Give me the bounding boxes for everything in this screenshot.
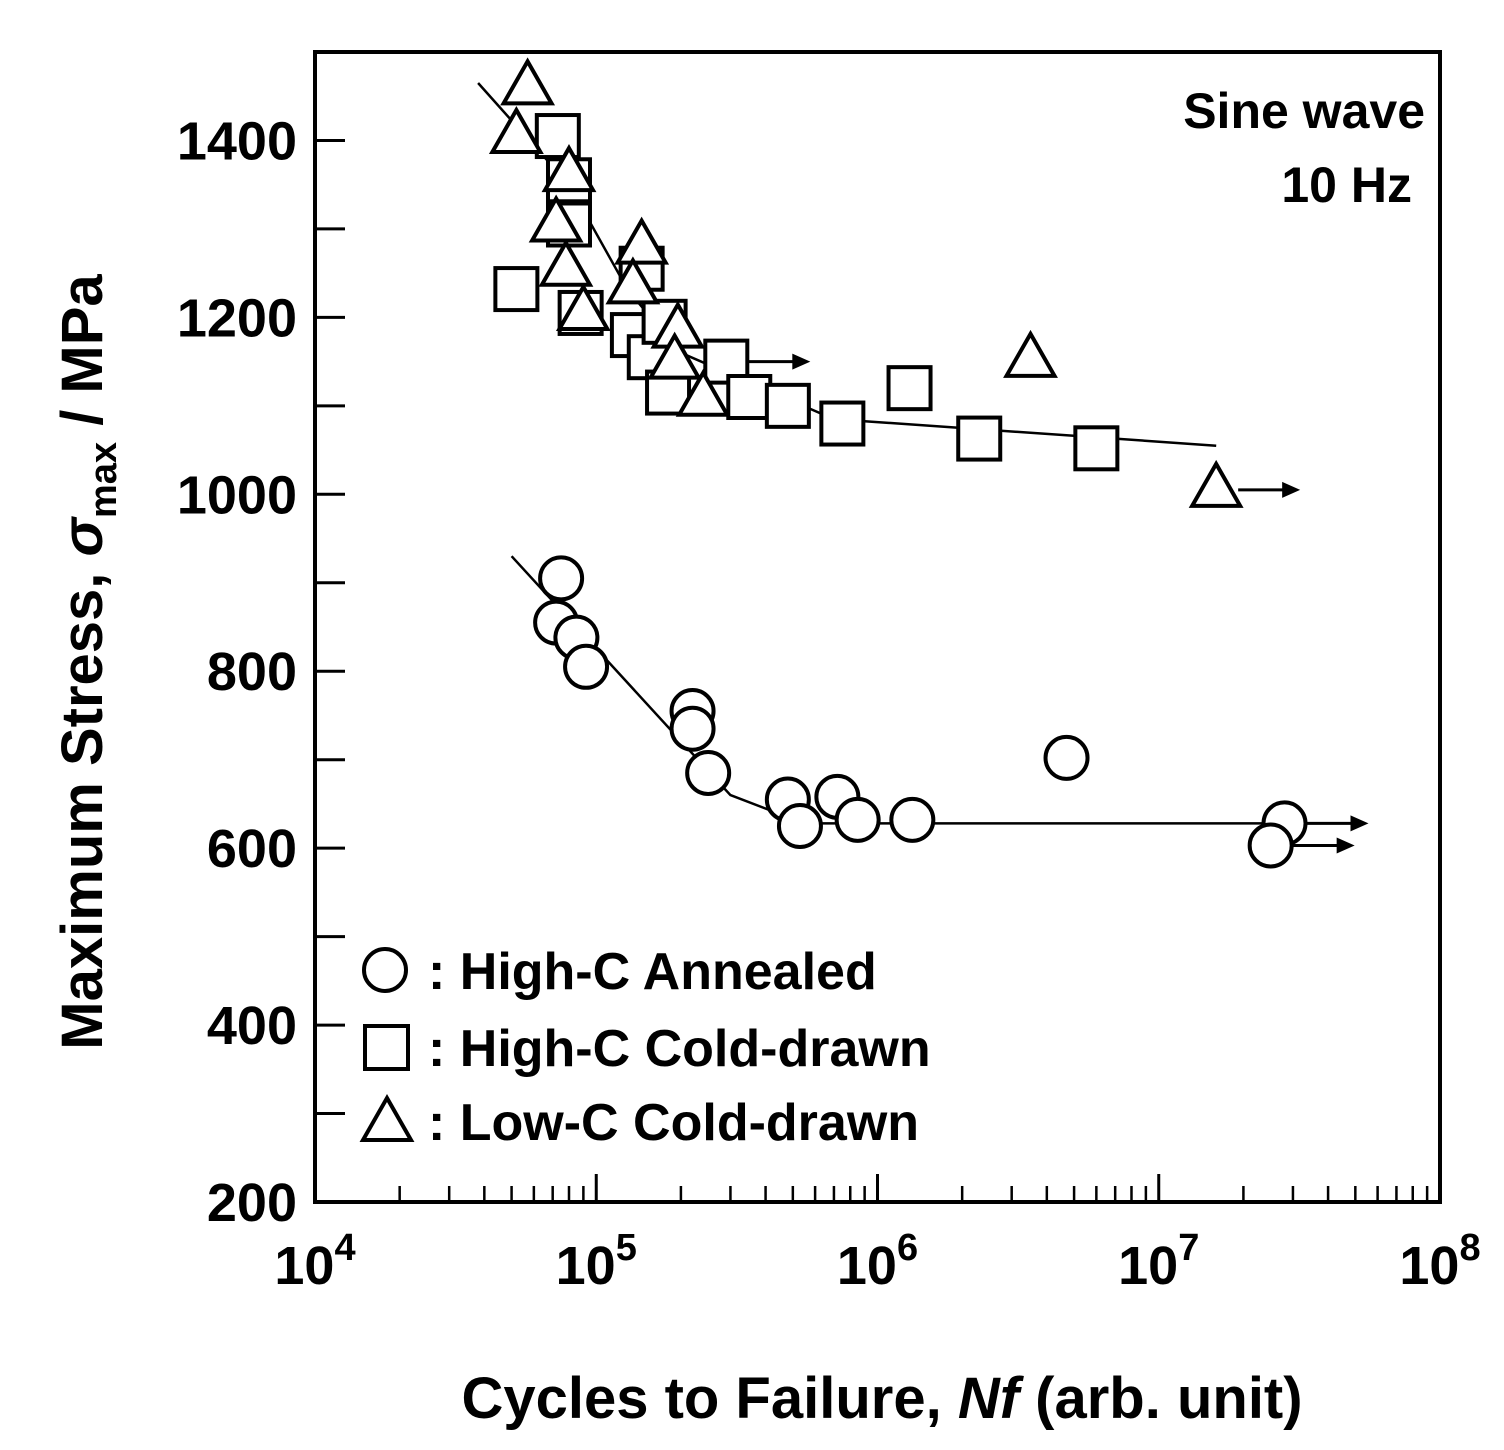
- y-tick-label: 200: [207, 1173, 297, 1233]
- y-axis-title-prefix: Maximum Stress,: [50, 556, 115, 1049]
- annotation-line-2: 10 Hz: [1281, 157, 1412, 213]
- data-point-circle: [563, 643, 610, 690]
- runout-arrow-head: [792, 353, 811, 370]
- x-tick-base: 10: [837, 1236, 897, 1296]
- legend-triangle-marker: [359, 1093, 415, 1142]
- y-tick-label: 800: [207, 642, 297, 702]
- runout-arrow-head: [1350, 815, 1369, 832]
- data-point-square: [886, 365, 933, 412]
- data-point-triangle: [1188, 459, 1244, 508]
- legend-circle-marker: [362, 947, 408, 993]
- x-axis-title: Cycles to Failure, Nf (arb. unit): [461, 1366, 1302, 1431]
- runout-arrow-head: [1282, 481, 1301, 498]
- y-tick-label: 400: [207, 996, 297, 1056]
- data-point-square: [534, 113, 581, 160]
- y-axis-title-subscript: max: [83, 442, 125, 518]
- data-point-circle: [834, 796, 881, 843]
- x-tick-exponent: 8: [1459, 1227, 1480, 1269]
- data-point-triangle: [1003, 329, 1058, 378]
- x-tick-base: 10: [274, 1236, 334, 1296]
- x-tick-label: 106: [837, 1227, 918, 1296]
- data-point-circle: [685, 749, 732, 796]
- runout-arrows: [748, 353, 1369, 854]
- x-tick-label: 108: [1399, 1227, 1480, 1296]
- data-point-triangle: [675, 368, 731, 417]
- data-point-circle: [1043, 734, 1090, 781]
- data-point-circle: [1247, 822, 1294, 869]
- x-axis-title-prefix: Cycles to Failure,: [461, 1366, 957, 1431]
- test-condition-annotation: Sine wave 10 Hz: [1183, 83, 1425, 213]
- data-point-square: [1073, 425, 1120, 472]
- x-tick-base: 10: [556, 1236, 616, 1296]
- annotation-line-1: Sine wave: [1183, 83, 1425, 139]
- trend-lines: [477, 82, 1285, 825]
- data-point-circle: [538, 555, 585, 602]
- x-tick-exponent: 4: [334, 1227, 355, 1269]
- x-tick-exponent: 6: [897, 1227, 918, 1269]
- x-tick-base: 10: [1399, 1236, 1459, 1296]
- data-point-square: [764, 382, 811, 429]
- runout-arrow-head: [1336, 837, 1355, 854]
- data-point-circle: [669, 705, 716, 752]
- y-tick-label: 1000: [177, 465, 297, 525]
- data-point-triangle: [488, 106, 544, 155]
- data-point-triangle: [538, 238, 594, 287]
- data-point-square: [493, 266, 540, 313]
- trend-line: [510, 555, 1285, 825]
- legend-label-low-c-cold-drawn: : Low-C Cold-drawn: [428, 1094, 919, 1152]
- legend-label-annealed: : High-C Annealed: [428, 943, 877, 1001]
- data-point-triangle: [541, 144, 597, 193]
- y-axis-title-suffix: / MPa: [50, 274, 115, 442]
- legend-square-marker: [363, 1024, 410, 1071]
- data-point-triangle: [528, 194, 584, 243]
- data-point-triangle: [605, 256, 661, 305]
- x-axis-title-suffix: (arb. unit): [1019, 1366, 1303, 1431]
- x-tick-label: 107: [1118, 1227, 1199, 1296]
- data-point-triangle: [555, 282, 611, 331]
- data-point-triangle: [647, 331, 703, 380]
- data-point-circle: [889, 796, 936, 843]
- x-tick-exponent: 7: [1178, 1227, 1199, 1269]
- data-point-triangle: [500, 57, 556, 106]
- y-tick-label: 1200: [177, 288, 297, 348]
- x-tick-label: 105: [556, 1227, 637, 1296]
- data-point-square: [819, 400, 866, 447]
- legend-label-high-c-cold-drawn: : High-C Cold-drawn: [428, 1020, 931, 1078]
- data-point-square: [956, 415, 1003, 462]
- trend-line: [477, 82, 1217, 447]
- data-point-circle: [776, 803, 823, 850]
- data-markers: [488, 57, 1308, 869]
- y-axis-title-symbol: σ: [50, 515, 115, 556]
- data-point-square: [726, 374, 773, 420]
- legend: : High-C Annealed : High-C Cold-drawn : …: [359, 943, 931, 1152]
- y-tick-label: 600: [207, 819, 297, 879]
- x-tick-label: 104: [274, 1227, 355, 1296]
- y-tick-label: 1400: [177, 111, 297, 171]
- x-tick-exponent: 5: [616, 1227, 637, 1269]
- x-tick-base: 10: [1118, 1236, 1178, 1296]
- data-point-triangle: [614, 216, 670, 265]
- x-axis-title-variable: Nf: [958, 1366, 1025, 1431]
- y-axis-title: Maximum Stress, σmax / MPa: [50, 274, 125, 1050]
